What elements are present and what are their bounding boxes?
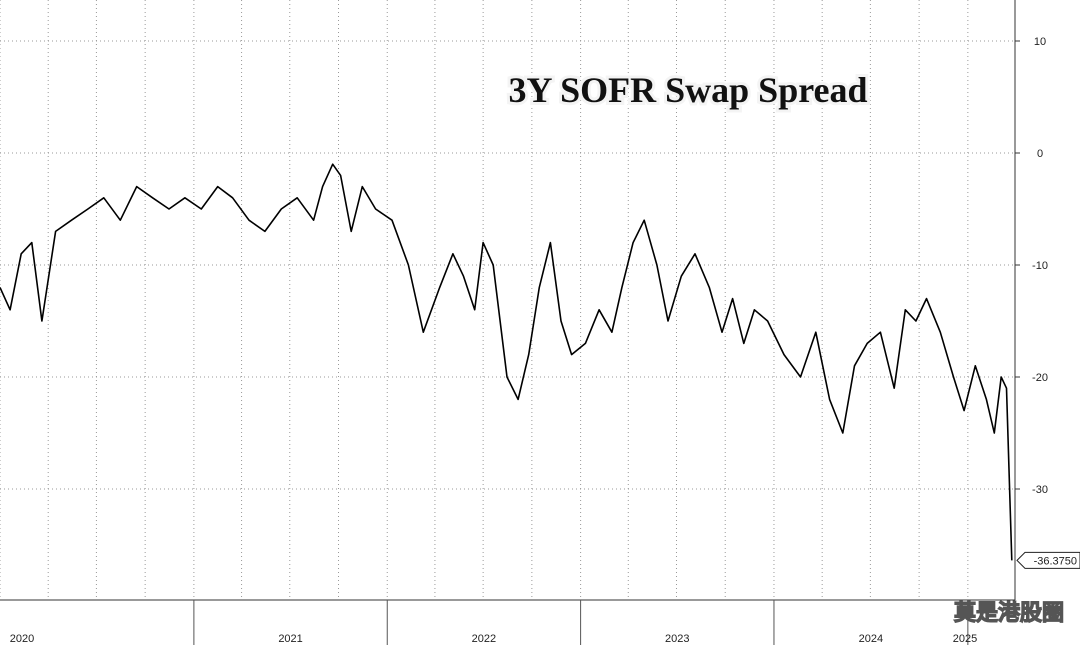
y-tick-label: -20 <box>1032 372 1048 384</box>
y-tick-label: -30 <box>1032 484 1048 496</box>
watermark: 莫是港股圈 <box>954 601 1064 626</box>
chart-title: 3Y SOFR Swap Spread <box>508 70 867 110</box>
x-tick-label: 2022 <box>472 633 496 645</box>
x-tick-label: 2023 <box>665 633 689 645</box>
x-tick-label: 2024 <box>859 633 883 645</box>
y-tick-label: -10 <box>1032 260 1048 272</box>
x-tick-label: 2020 <box>10 633 34 645</box>
y-tick-label: 0 <box>1037 148 1043 160</box>
last-value-box <box>1016 551 1080 569</box>
x-tick-label: 2021 <box>278 633 302 645</box>
series-line <box>0 163 1013 561</box>
labels: 10 0 -10 -20 -30 2020 2021 2022 2023 2024 2025 -36.… <box>10 36 1080 645</box>
x-tick-label: 2025 <box>953 633 977 645</box>
last-value-label: -36.3750 <box>1034 555 1077 567</box>
y-tick-label: 10 <box>1034 36 1046 48</box>
grid <box>0 0 1015 600</box>
last-value-tag: -36.3750 <box>1016 551 1080 569</box>
axes <box>0 0 1020 645</box>
series-line-group <box>0 163 1013 561</box>
